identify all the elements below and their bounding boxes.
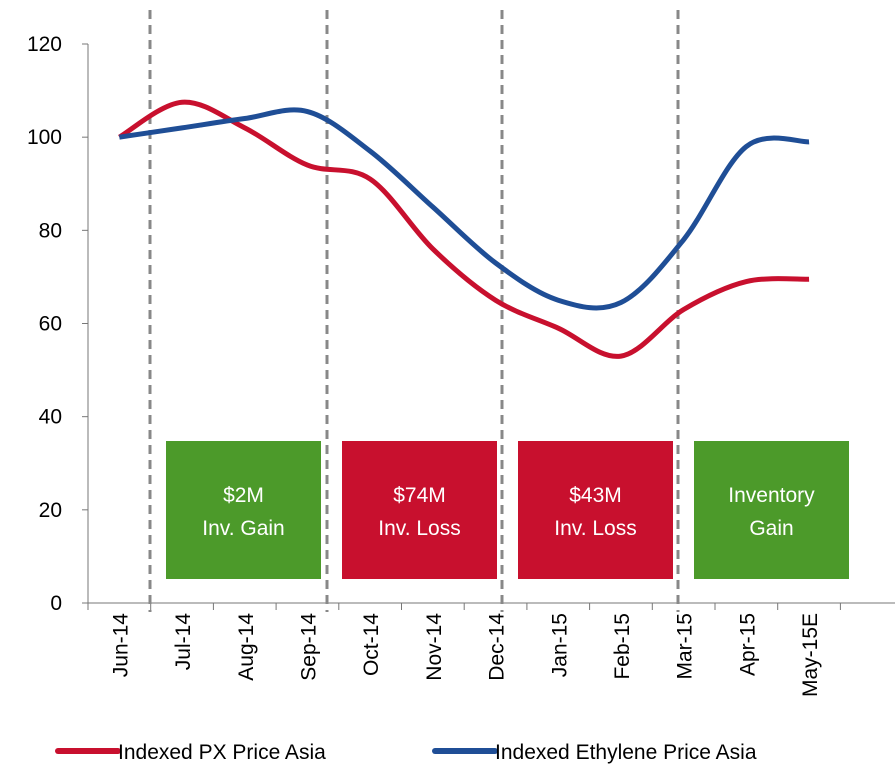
annotation-text: Inv. Gain	[202, 517, 284, 540]
x-tick-label: Jun-14	[109, 613, 132, 678]
series-line	[118, 99, 810, 359]
x-tick-label: Jan-15	[548, 613, 571, 677]
annotation-text: Inventory	[728, 484, 815, 507]
annotation-box	[694, 441, 849, 579]
annotation-text: $43M	[569, 484, 622, 507]
x-tick-label: Apr-15	[736, 613, 759, 676]
annotation-text: Inv. Loss	[554, 517, 636, 540]
x-tick-label: Oct-14	[360, 613, 383, 676]
x-tick-label: Feb-15	[611, 613, 634, 680]
annotation-box	[342, 441, 497, 579]
y-tick-label: 60	[39, 313, 62, 336]
legend-label: Indexed Ethylene Price Asia	[495, 741, 757, 764]
y-tick-label: 0	[50, 592, 62, 615]
annotation-box	[166, 441, 321, 579]
y-tick-label: 40	[39, 406, 62, 429]
x-tick-label: May-15E	[799, 613, 822, 697]
series-line	[118, 107, 810, 311]
x-tick-label: Nov-14	[423, 613, 446, 681]
legend-label: Indexed PX Price Asia	[118, 741, 326, 764]
y-tick-label: 100	[27, 126, 62, 149]
annotation-box	[518, 441, 673, 579]
annotation-text: Inv. Loss	[378, 517, 460, 540]
x-tick-label: Sep-14	[297, 613, 320, 681]
y-tick-label: 20	[39, 499, 62, 522]
x-tick-label: Mar-15	[674, 613, 697, 680]
annotation-text: Gain	[749, 517, 793, 540]
y-tick-label: 120	[27, 33, 62, 56]
x-tick-label: Dec-14	[486, 613, 509, 681]
annotation-text: $74M	[393, 484, 446, 507]
y-tick-label: 80	[39, 219, 62, 242]
x-tick-label: Jul-14	[172, 613, 195, 671]
x-tick-label: Aug-14	[235, 613, 258, 681]
annotation-text: $2M	[223, 484, 264, 507]
